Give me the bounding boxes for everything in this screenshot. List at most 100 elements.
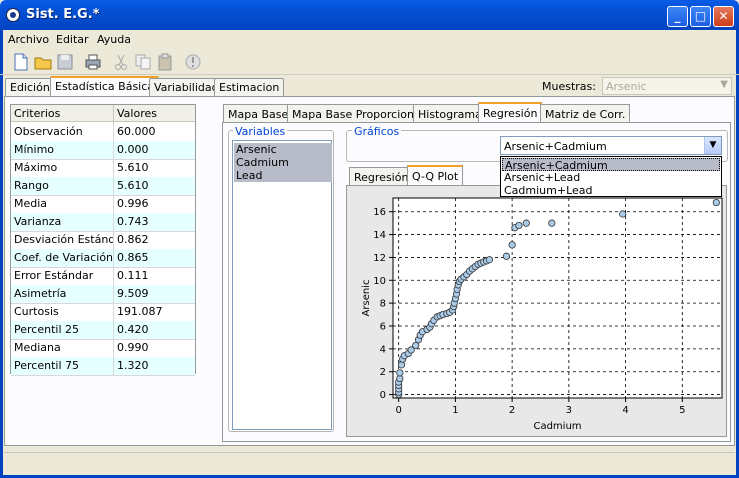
table-row[interactable]: Asimetría 9.509: [11, 285, 195, 304]
x-tick-label: 5: [679, 405, 685, 416]
table-row[interactable]: Curtosis 191.087: [11, 303, 195, 322]
tab-matriz-corr[interactable]: Matriz de Corr.: [540, 104, 631, 122]
stats-table: Criterios Valores Observación 60.000 Mínim…: [10, 104, 196, 376]
row-criterio: Error Estándar: [11, 267, 114, 285]
variables-list[interactable]: Arsenic Cadmium Lead: [232, 140, 332, 430]
open-folder-icon[interactable]: [33, 52, 53, 72]
dropdown-option-cadmium-lead[interactable]: Cadmium+Lead: [504, 184, 593, 197]
variable-item-arsenic[interactable]: Arsenic: [234, 143, 332, 156]
variable-item-lead[interactable]: Lead: [234, 169, 332, 182]
y-tick-label: 14: [373, 230, 386, 241]
data-point: [396, 369, 404, 377]
row-valor: 191.087: [117, 305, 163, 318]
table-row[interactable]: Observación 60.000: [11, 123, 195, 142]
table-row[interactable]: Percentil 75 1.320: [11, 357, 195, 376]
menu-editar[interactable]: Editar: [56, 33, 89, 46]
row-valor: 0.862: [117, 233, 149, 246]
y-tick-label: 10: [373, 276, 386, 287]
table-row[interactable]: Percentil 25 0.420: [11, 321, 195, 340]
tab-grafico-regresion[interactable]: Regresión: [349, 167, 414, 185]
title-bar[interactable]: Sist. E.G.* _ □ ✕: [0, 0, 739, 30]
row-criterio: Coef. de Variación: [11, 249, 114, 267]
tab-histograma[interactable]: Histograma: [413, 104, 487, 122]
paste-icon[interactable]: [155, 52, 175, 72]
row-valor: 9.509: [117, 287, 149, 300]
tab-mapa-base[interactable]: Mapa Base: [223, 104, 294, 122]
header-criterios[interactable]: Criterios: [11, 105, 114, 123]
menu-ayuda[interactable]: Ayuda: [97, 33, 131, 46]
tab-estadistica-basica[interactable]: Estadística Básica: [50, 76, 160, 97]
tab-mapa-base-proporcional[interactable]: Mapa Base Proporcional: [287, 104, 429, 122]
row-criterio: Percentil 25: [11, 321, 114, 339]
graficos-select[interactable]: Arsenic+Cadmium ▼: [500, 136, 722, 155]
minimize-icon: _: [674, 9, 681, 23]
minimize-button[interactable]: _: [667, 6, 688, 27]
close-icon: ✕: [718, 9, 729, 23]
row-valor: 0.420: [117, 323, 149, 336]
graficos-selected-value: Arsenic+Cadmium: [504, 140, 607, 153]
data-point: [522, 219, 530, 227]
x-tick-label: 3: [566, 405, 572, 416]
variable-item-cadmium[interactable]: Cadmium: [234, 156, 332, 169]
data-point: [508, 241, 516, 249]
x-tick-label: 2: [509, 405, 515, 416]
graficos-dropdown: Arsenic+Cadmium Arsenic+Lead Cadmium+Lea…: [500, 156, 722, 197]
print-icon[interactable]: [83, 52, 103, 72]
dropdown-option-arsenic-lead[interactable]: Arsenic+Lead: [504, 171, 581, 184]
y-tick-label: 16: [373, 207, 386, 218]
muestras-select[interactable]: Arsenic ▼: [602, 77, 732, 95]
header-valores[interactable]: Valores: [117, 107, 157, 120]
muestras-label: Muestras:: [542, 80, 596, 93]
table-row[interactable]: Media 0.996: [11, 195, 195, 214]
tab-edicion[interactable]: Edición: [5, 78, 55, 96]
row-valor: 0.111: [117, 269, 149, 282]
new-file-icon[interactable]: [11, 52, 31, 72]
row-valor: 0.000: [117, 143, 149, 156]
table-row[interactable]: Varianza 0.743: [11, 213, 195, 232]
table-row[interactable]: Coef. de Variación 0.865: [11, 249, 195, 268]
tab-qq-plot[interactable]: Q-Q Plot: [407, 165, 464, 186]
y-tick-label: 0: [380, 390, 386, 401]
table-row[interactable]: Mediana 0.990: [11, 339, 195, 358]
table-row[interactable]: Máximo 5.610: [11, 159, 195, 178]
y-tick-label: 4: [380, 344, 386, 355]
chevron-down-icon[interactable]: ▼: [704, 137, 721, 154]
copy-icon[interactable]: [133, 52, 153, 72]
table-header: Criterios Valores: [11, 105, 195, 123]
dropdown-option-arsenic-cadmium[interactable]: Arsenic+Cadmium: [502, 158, 720, 172]
chevron-down-icon: ▼: [720, 79, 728, 90]
tab-variabilidad[interactable]: Variabilidad: [149, 78, 224, 96]
window-border-left: [0, 30, 3, 478]
maximize-button[interactable]: □: [690, 6, 711, 27]
data-point: [407, 346, 415, 354]
toolbar: [0, 50, 739, 75]
data-point: [712, 198, 720, 207]
tab-regresion[interactable]: Regresión: [478, 102, 543, 123]
y-tick-label: 2: [380, 367, 386, 378]
data-point: [619, 210, 627, 218]
y-tick-label: 8: [380, 299, 386, 310]
table-row[interactable]: Rango 5.610: [11, 177, 195, 196]
y-tick-label: 12: [373, 253, 386, 264]
row-criterio: Mínimo: [11, 141, 114, 159]
row-criterio: Media: [11, 195, 114, 213]
menu-archivo[interactable]: Archivo: [8, 33, 50, 46]
close-button[interactable]: ✕: [713, 6, 734, 27]
row-valor: 5.610: [117, 179, 149, 192]
row-criterio: Varianza: [11, 213, 114, 231]
cut-icon[interactable]: [111, 52, 131, 72]
status-bar: [4, 452, 735, 472]
info-icon[interactable]: [183, 52, 203, 72]
window-title: Sist. E.G.*: [26, 7, 100, 22]
maximize-icon: □: [694, 9, 707, 23]
row-valor: 5.610: [117, 161, 149, 174]
tab-estimacion[interactable]: Estimacion: [214, 78, 285, 96]
save-icon[interactable]: [55, 52, 75, 72]
graficos-legend: Gráficos: [352, 125, 402, 138]
row-valor: 1.320: [117, 359, 149, 372]
table-row[interactable]: Error Estándar 0.111: [11, 267, 195, 286]
app-icon: [6, 8, 20, 22]
table-row[interactable]: Mínimo 0.000: [11, 141, 195, 160]
data-point: [485, 256, 494, 264]
